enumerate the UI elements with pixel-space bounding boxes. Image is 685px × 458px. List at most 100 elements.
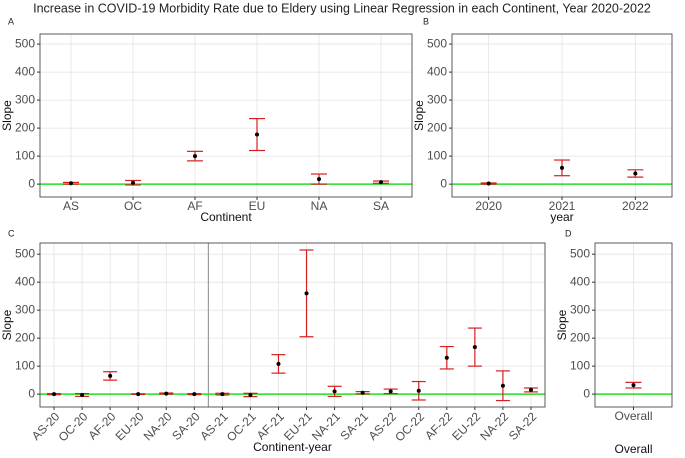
x-tick-label: EU-20 — [113, 409, 147, 443]
point — [388, 389, 393, 394]
figure-title: Increase in COVID-19 Morbidity Rate due … — [33, 1, 651, 15]
x-tick-label: NA — [311, 199, 328, 213]
point — [317, 177, 321, 182]
point — [633, 171, 638, 176]
x-axis-title: Continent — [200, 210, 252, 224]
x-tick-label: 2021 — [549, 199, 576, 213]
y-tick-label: 0 — [28, 176, 35, 190]
x-tick-label: AF-22 — [422, 409, 455, 442]
plot-border — [39, 33, 413, 198]
x-tick-label: 2020 — [475, 199, 502, 213]
x-tick-label: OC-21 — [224, 409, 259, 444]
point — [444, 355, 449, 360]
point — [486, 181, 491, 186]
y-tick-label: 500 — [15, 246, 35, 260]
x-tick-label: NA-21 — [309, 409, 343, 443]
x-axis-title: Overall — [614, 442, 652, 456]
y-tick-label: 200 — [15, 120, 35, 134]
x-tick-label: AS — [63, 199, 79, 213]
y-tick-label: 500 — [570, 246, 590, 260]
y-tick-label: 100 — [427, 148, 447, 162]
point — [631, 383, 636, 388]
point — [276, 361, 281, 366]
x-tick-label: SA-20 — [169, 409, 203, 443]
x-tick-label: AS-20 — [29, 409, 63, 443]
point — [136, 392, 141, 397]
y-tick-label: 0 — [440, 176, 447, 190]
x-axis-title: Continent-year — [253, 440, 332, 454]
y-tick-label: 0 — [28, 386, 35, 400]
point — [220, 392, 225, 397]
point — [69, 181, 73, 186]
x-tick-label: EU-21 — [281, 409, 315, 443]
x-tick-label: SA-22 — [506, 409, 540, 443]
x-tick-label: NA-22 — [477, 409, 511, 443]
x-tick-label: SA — [373, 199, 389, 213]
y-axis-title: Slope — [0, 100, 14, 131]
y-tick-label: 500 — [427, 36, 447, 50]
point — [416, 388, 421, 393]
y-tick-label: 300 — [570, 302, 590, 316]
y-axis-title: Slope — [555, 309, 569, 340]
y-tick-label: 500 — [15, 36, 35, 50]
y-tick-label: 100 — [15, 358, 35, 372]
panel-label: D — [565, 228, 572, 238]
y-tick-label: 0 — [583, 386, 590, 400]
point — [192, 392, 197, 397]
y-tick-label: 100 — [15, 148, 35, 162]
point — [360, 390, 365, 395]
y-axis-title: Slope — [0, 309, 14, 340]
point — [80, 392, 85, 397]
panel-label: A — [8, 16, 14, 26]
x-tick-label: AS-22 — [366, 409, 400, 443]
x-axis-title: year — [550, 210, 573, 224]
point — [164, 391, 169, 396]
x-tick-label: SA-21 — [338, 409, 372, 443]
plot-border — [39, 242, 546, 408]
x-tick-label: AF-21 — [254, 409, 287, 442]
point — [131, 180, 135, 185]
y-tick-label: 200 — [570, 330, 590, 344]
x-tick-label: AS-21 — [197, 409, 231, 443]
x-tick-label: NA-20 — [141, 409, 175, 443]
y-tick-label: 100 — [570, 358, 590, 372]
panel-label: B — [423, 16, 429, 26]
x-tick-label: EU — [249, 199, 266, 213]
x-tick-label: OC — [124, 199, 142, 213]
y-tick-label: 200 — [15, 330, 35, 344]
y-axis-title: Slope — [412, 100, 426, 131]
point — [332, 389, 337, 394]
point — [500, 383, 505, 388]
x-tick-label: OC-20 — [56, 409, 91, 444]
x-tick-label: 2022 — [622, 199, 649, 213]
point — [304, 291, 309, 296]
point — [255, 132, 259, 137]
panel-label: C — [8, 228, 15, 238]
x-tick-label: Overall — [614, 409, 652, 423]
point — [193, 154, 197, 159]
point — [472, 345, 477, 350]
point — [528, 387, 533, 392]
y-tick-label: 400 — [15, 64, 35, 78]
plot-border — [594, 242, 673, 408]
point — [379, 180, 383, 185]
x-tick-label: AF — [187, 199, 202, 213]
point — [248, 392, 253, 397]
y-tick-label: 400 — [15, 274, 35, 288]
y-tick-label: 300 — [427, 92, 447, 106]
plot-background — [40, 243, 545, 407]
plot-background — [40, 34, 412, 197]
x-tick-label: OC-22 — [392, 409, 427, 444]
point — [560, 165, 564, 170]
point — [52, 392, 57, 397]
plot-border — [451, 33, 673, 198]
y-tick-label: 300 — [15, 302, 35, 316]
y-tick-label: 200 — [427, 120, 447, 134]
y-tick-label: 300 — [15, 92, 35, 106]
x-tick-label: EU-22 — [449, 409, 483, 443]
y-tick-label: 400 — [427, 64, 447, 78]
y-tick-label: 400 — [570, 274, 590, 288]
x-tick-label: AF-20 — [85, 409, 118, 442]
point — [108, 373, 113, 378]
